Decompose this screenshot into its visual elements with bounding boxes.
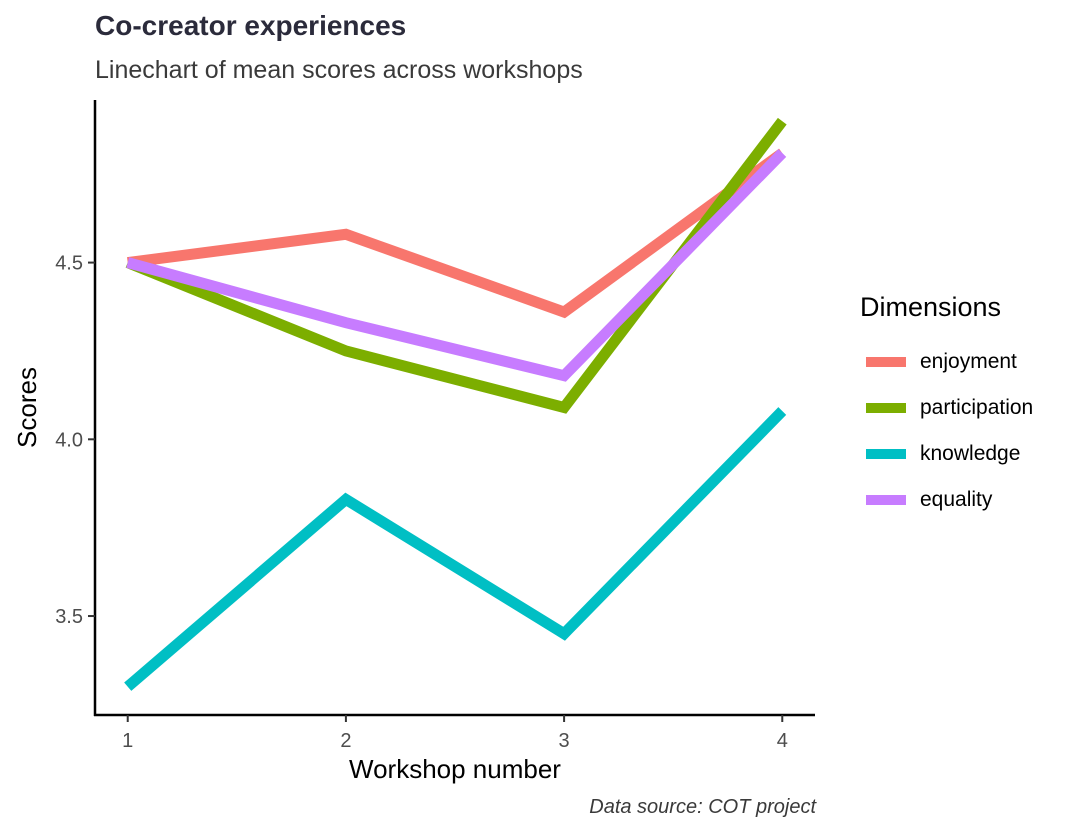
x-axis-title: Workshop number	[349, 754, 561, 784]
legend-swatch	[866, 495, 906, 505]
y-tick-label: 4.5	[55, 253, 83, 275]
x-tick-label: 4	[777, 730, 788, 752]
series-line-equality	[126, 149, 787, 382]
legend-label: knowledge	[920, 442, 1021, 465]
data-source-caption: Data source: COT project	[589, 796, 816, 818]
legend: Dimensions enjoyment participation knowled…	[860, 292, 1033, 523]
legend-label: enjoyment	[920, 350, 1017, 373]
series-line-knowledge	[124, 407, 787, 691]
y-tick-label: 3.5	[55, 606, 83, 628]
y-axis-title: Scores	[12, 367, 42, 448]
legend-swatch	[866, 403, 906, 413]
legend-item-enjoyment: enjoyment	[860, 339, 1033, 385]
legend-label: participation	[920, 396, 1034, 419]
legend-swatch	[866, 449, 906, 459]
x-tick-label: 2	[340, 730, 351, 752]
series-line-participation	[125, 117, 787, 414]
chart-subtitle: Linechart of mean scores across workshop…	[95, 56, 583, 84]
legend-title: Dimensions	[860, 292, 1002, 322]
x-tick-label: 1	[122, 730, 133, 752]
legend-item-participation: participation	[860, 385, 1033, 431]
x-tick-label: 3	[559, 730, 570, 752]
legend-items: enjoyment participation knowledge equality	[860, 339, 1033, 523]
legend-label: equality	[920, 488, 993, 511]
legend-item-knowledge: knowledge	[860, 431, 1033, 477]
chart-title: Co-creator experiences	[95, 10, 407, 41]
series-line-enjoyment	[127, 148, 786, 319]
legend-swatch	[866, 357, 906, 367]
y-tick-label: 4.0	[55, 429, 83, 451]
legend-item-equality: equality	[860, 477, 1033, 523]
